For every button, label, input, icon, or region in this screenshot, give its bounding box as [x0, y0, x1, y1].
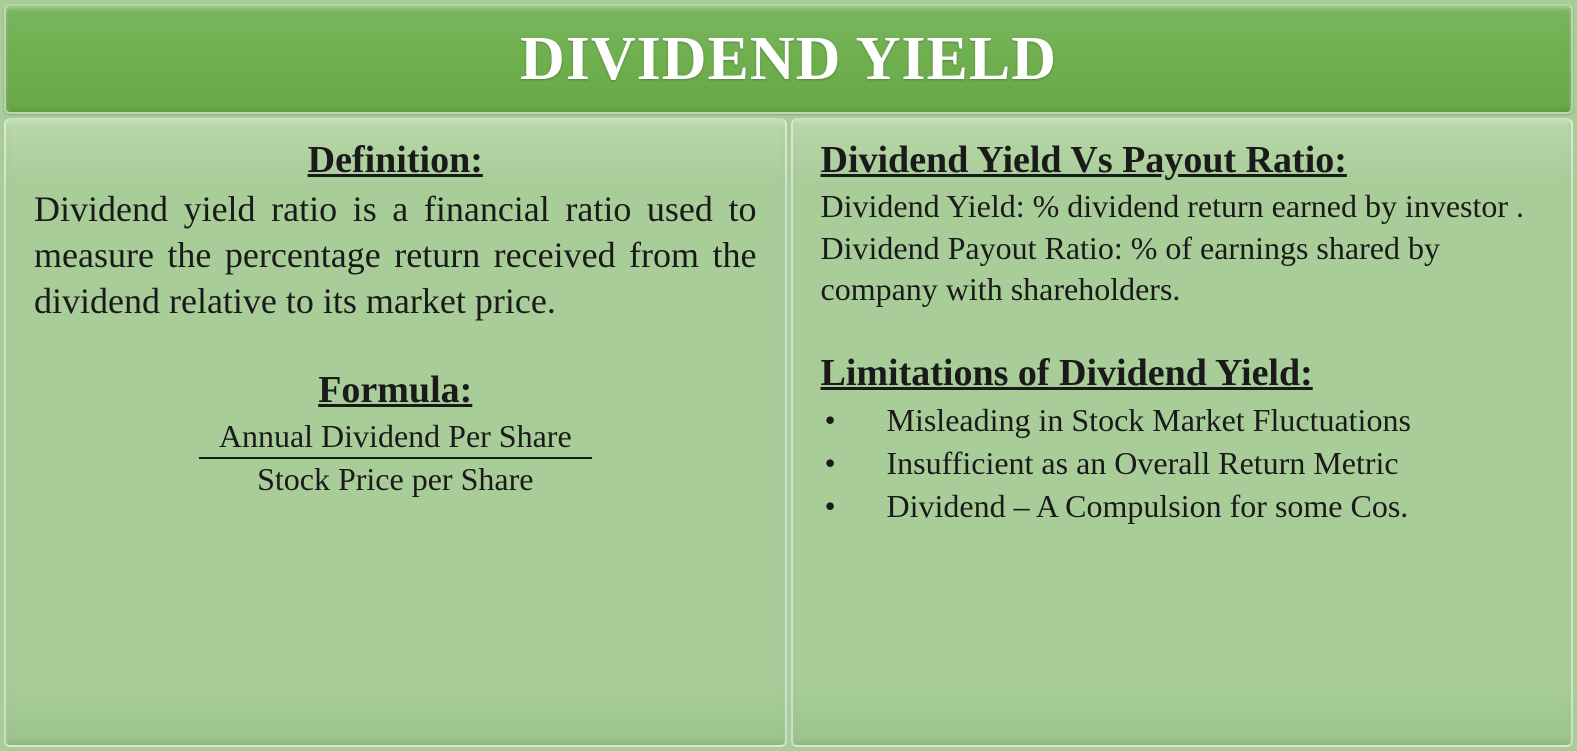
left-panel: Definition: Dividend yield ratio is a fi… [4, 118, 787, 747]
page-title: DIVIDEND YIELD [520, 24, 1057, 95]
title-bar: DIVIDEND YIELD [4, 4, 1573, 114]
compare-body: Dividend Yield: % dividend return earned… [821, 186, 1544, 311]
list-item: Dividend – A Compulsion for some Cos. [821, 485, 1544, 528]
formula-heading: Formula: [34, 368, 757, 412]
compare-heading: Dividend Yield Vs Payout Ratio: [821, 138, 1544, 182]
infographic-card: DIVIDEND YIELD Definition: Dividend yiel… [0, 4, 1577, 751]
limitations-list: Misleading in Stock Market Fluctuations … [821, 399, 1544, 529]
formula-fraction: Annual Dividend Per Share Stock Price pe… [34, 418, 757, 498]
list-item: Insufficient as an Overall Return Metric [821, 442, 1544, 485]
compare-line-1: Dividend Yield: % dividend return earned… [821, 186, 1544, 228]
definition-heading: Definition: [34, 138, 757, 182]
right-panel: Dividend Yield Vs Payout Ratio: Dividend… [791, 118, 1574, 747]
definition-body: Dividend yield ratio is a financial rati… [34, 186, 757, 324]
formula-denominator: Stock Price per Share [34, 459, 757, 498]
list-item: Misleading in Stock Market Fluctuations [821, 399, 1544, 442]
limitations-heading: Limitations of Dividend Yield: [821, 351, 1544, 395]
formula-numerator: Annual Dividend Per Share [199, 418, 592, 459]
columns: Definition: Dividend yield ratio is a fi… [4, 118, 1573, 747]
compare-line-2: Dividend Payout Ratio: % of earnings sha… [821, 228, 1544, 311]
